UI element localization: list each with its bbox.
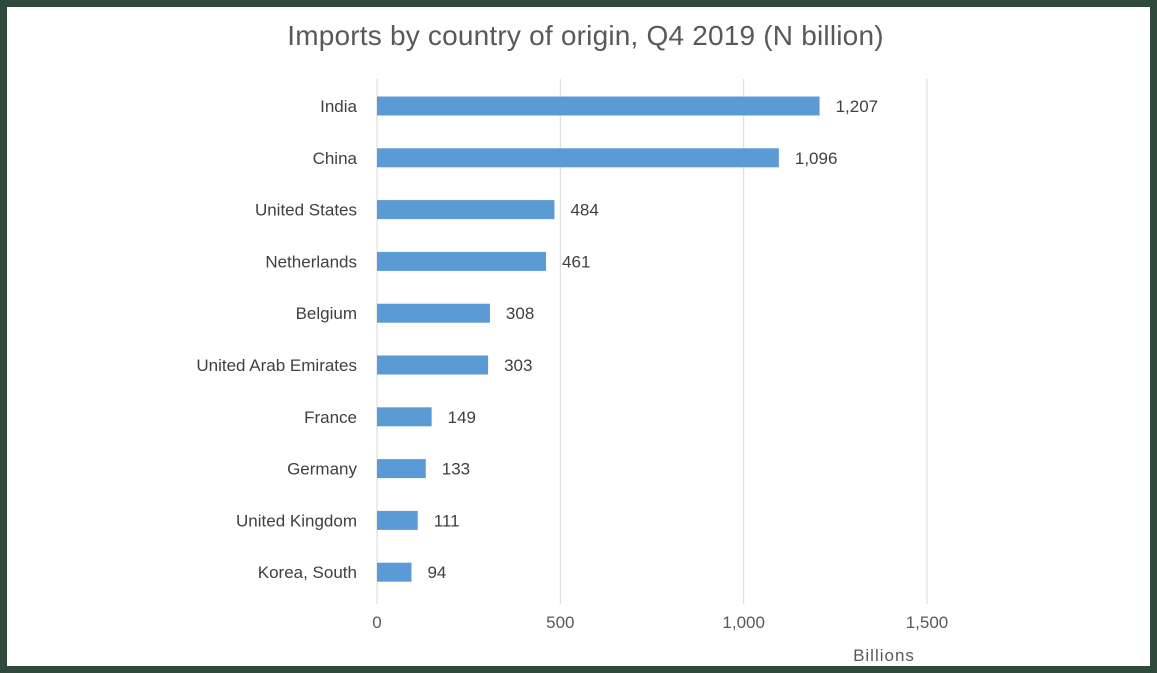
x-axis-title: Billions <box>853 646 915 665</box>
bar <box>377 96 820 116</box>
x-tick-label: 0 <box>372 613 381 632</box>
category-label: Korea, South <box>258 563 357 582</box>
category-label: Netherlands <box>265 252 357 271</box>
category-label: United Kingdom <box>236 511 357 530</box>
category-label: United Arab Emirates <box>196 356 357 375</box>
x-tick-label: 500 <box>546 613 574 632</box>
category-label: Germany <box>287 460 357 479</box>
data-label: 94 <box>427 563 446 582</box>
data-labels: 1,207 1,096 484 461 308 303 149 133 111 94 <box>427 97 878 582</box>
data-label: 149 <box>448 408 476 427</box>
category-label: France <box>304 408 357 427</box>
data-label: 1,207 <box>836 97 879 116</box>
bar <box>377 562 412 582</box>
bar-chart: India China United States Netherlands Belgiu… <box>196 79 948 665</box>
bar <box>377 200 555 220</box>
x-tick-label: 1,500 <box>906 613 949 632</box>
category-labels: India China United States Netherlands Belgiu… <box>196 97 357 582</box>
data-label: 308 <box>506 304 534 323</box>
x-tick-labels: 0 500 1,000 1,500 <box>372 613 948 632</box>
data-label: 484 <box>570 201 598 220</box>
bars <box>377 96 820 582</box>
category-label: India <box>320 97 357 116</box>
bar <box>377 459 426 479</box>
bar <box>377 407 432 427</box>
chart-area: Imports by country of origin, Q4 2019 (N… <box>14 14 1157 673</box>
chart-title: Imports by country of origin, Q4 2019 (N… <box>287 20 884 51</box>
category-label: United States <box>255 201 357 220</box>
bar <box>377 251 547 271</box>
bar <box>377 303 490 323</box>
bar <box>377 148 779 168</box>
bar <box>377 355 489 375</box>
data-label: 1,096 <box>795 149 838 168</box>
x-tick-label: 1,000 <box>722 613 765 632</box>
category-label: Belgium <box>296 304 357 323</box>
bar <box>377 510 418 530</box>
data-label: 133 <box>442 460 470 479</box>
data-label: 111 <box>434 511 460 530</box>
data-label: 303 <box>504 356 532 375</box>
category-label: China <box>313 149 358 168</box>
data-label: 461 <box>562 252 590 271</box>
